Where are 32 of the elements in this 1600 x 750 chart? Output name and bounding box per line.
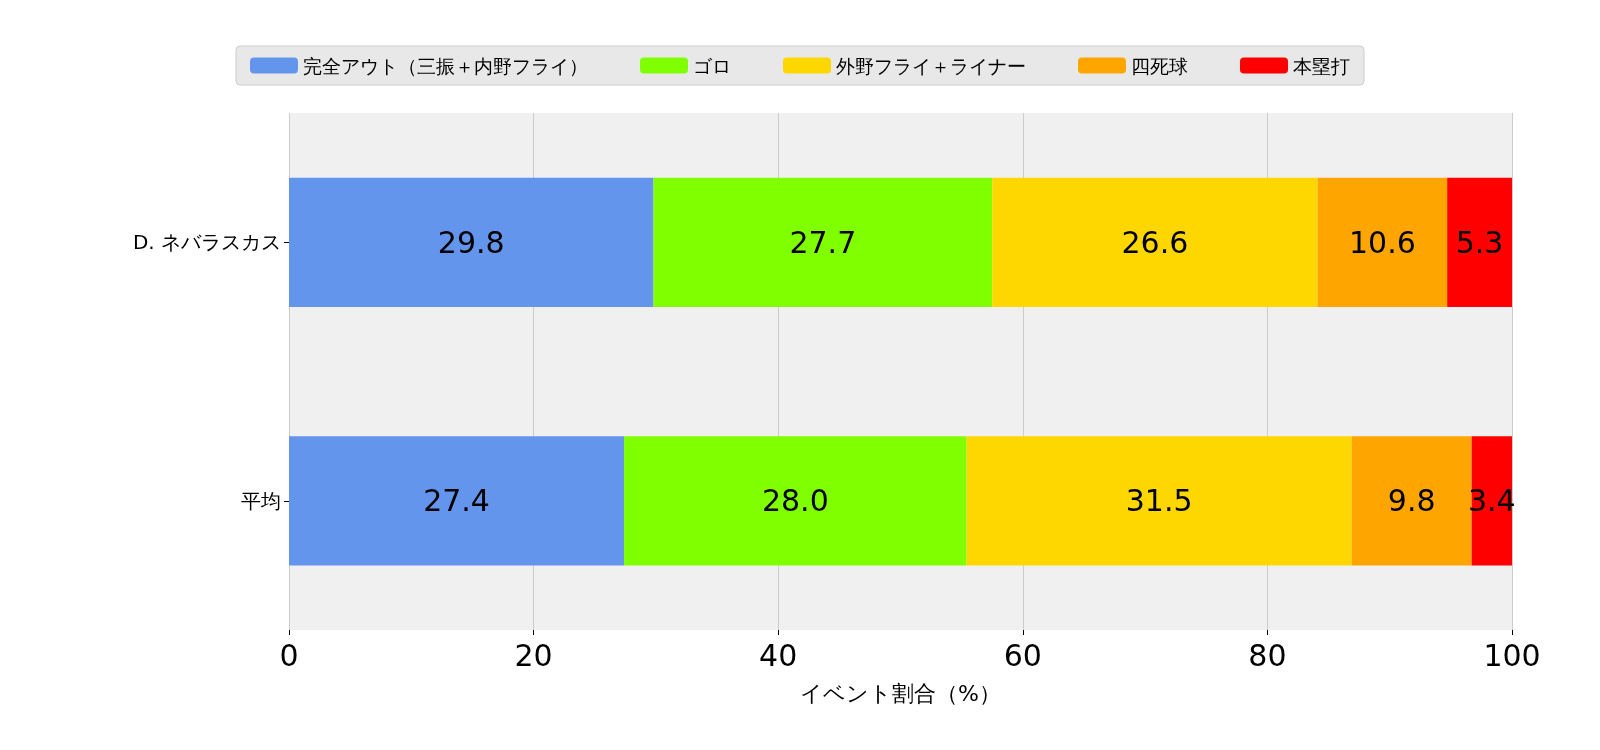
bar [992, 177, 1318, 307]
bar [1317, 177, 1448, 307]
x-tick-label: 20 [514, 637, 553, 673]
x-axis-title: イベント割合（%） [800, 680, 1001, 706]
bar [289, 177, 654, 307]
bar [289, 436, 625, 566]
bar [1351, 436, 1472, 566]
data-label: 31.5 [1125, 483, 1193, 519]
legend-label: ゴロ [693, 54, 731, 77]
data-label: 29.8 [437, 224, 505, 260]
legend-label: 本塁打 [1293, 54, 1350, 77]
x-tick-label: 60 [1003, 637, 1042, 673]
data-label: 27.4 [423, 483, 490, 519]
x-tick-label: 100 [1483, 637, 1541, 673]
data-label: 27.7 [789, 224, 857, 260]
data-label: 9.8 [1387, 483, 1436, 519]
data-label: 28.0 [761, 483, 829, 519]
legend-label: 四死球 [1131, 54, 1188, 77]
x-tick-label: 0 [279, 637, 299, 673]
data-label: 5.3 [1455, 224, 1504, 260]
legend-label: 完全アウト（三振＋内野フライ） [303, 54, 588, 77]
bar [1447, 177, 1512, 307]
bar [624, 436, 967, 566]
legend-label: 外野フライ＋ライナー [836, 54, 1026, 77]
data-label: 26.6 [1121, 224, 1189, 260]
data-label: 10.6 [1348, 224, 1416, 260]
y-tick-label: D. ネバラスカス [132, 230, 281, 255]
x-tick-label: 80 [1248, 637, 1287, 673]
x-tick-label: 40 [759, 637, 798, 673]
bar [966, 436, 1352, 566]
bar [653, 177, 993, 307]
y-tick-label: 平均 [241, 488, 281, 513]
